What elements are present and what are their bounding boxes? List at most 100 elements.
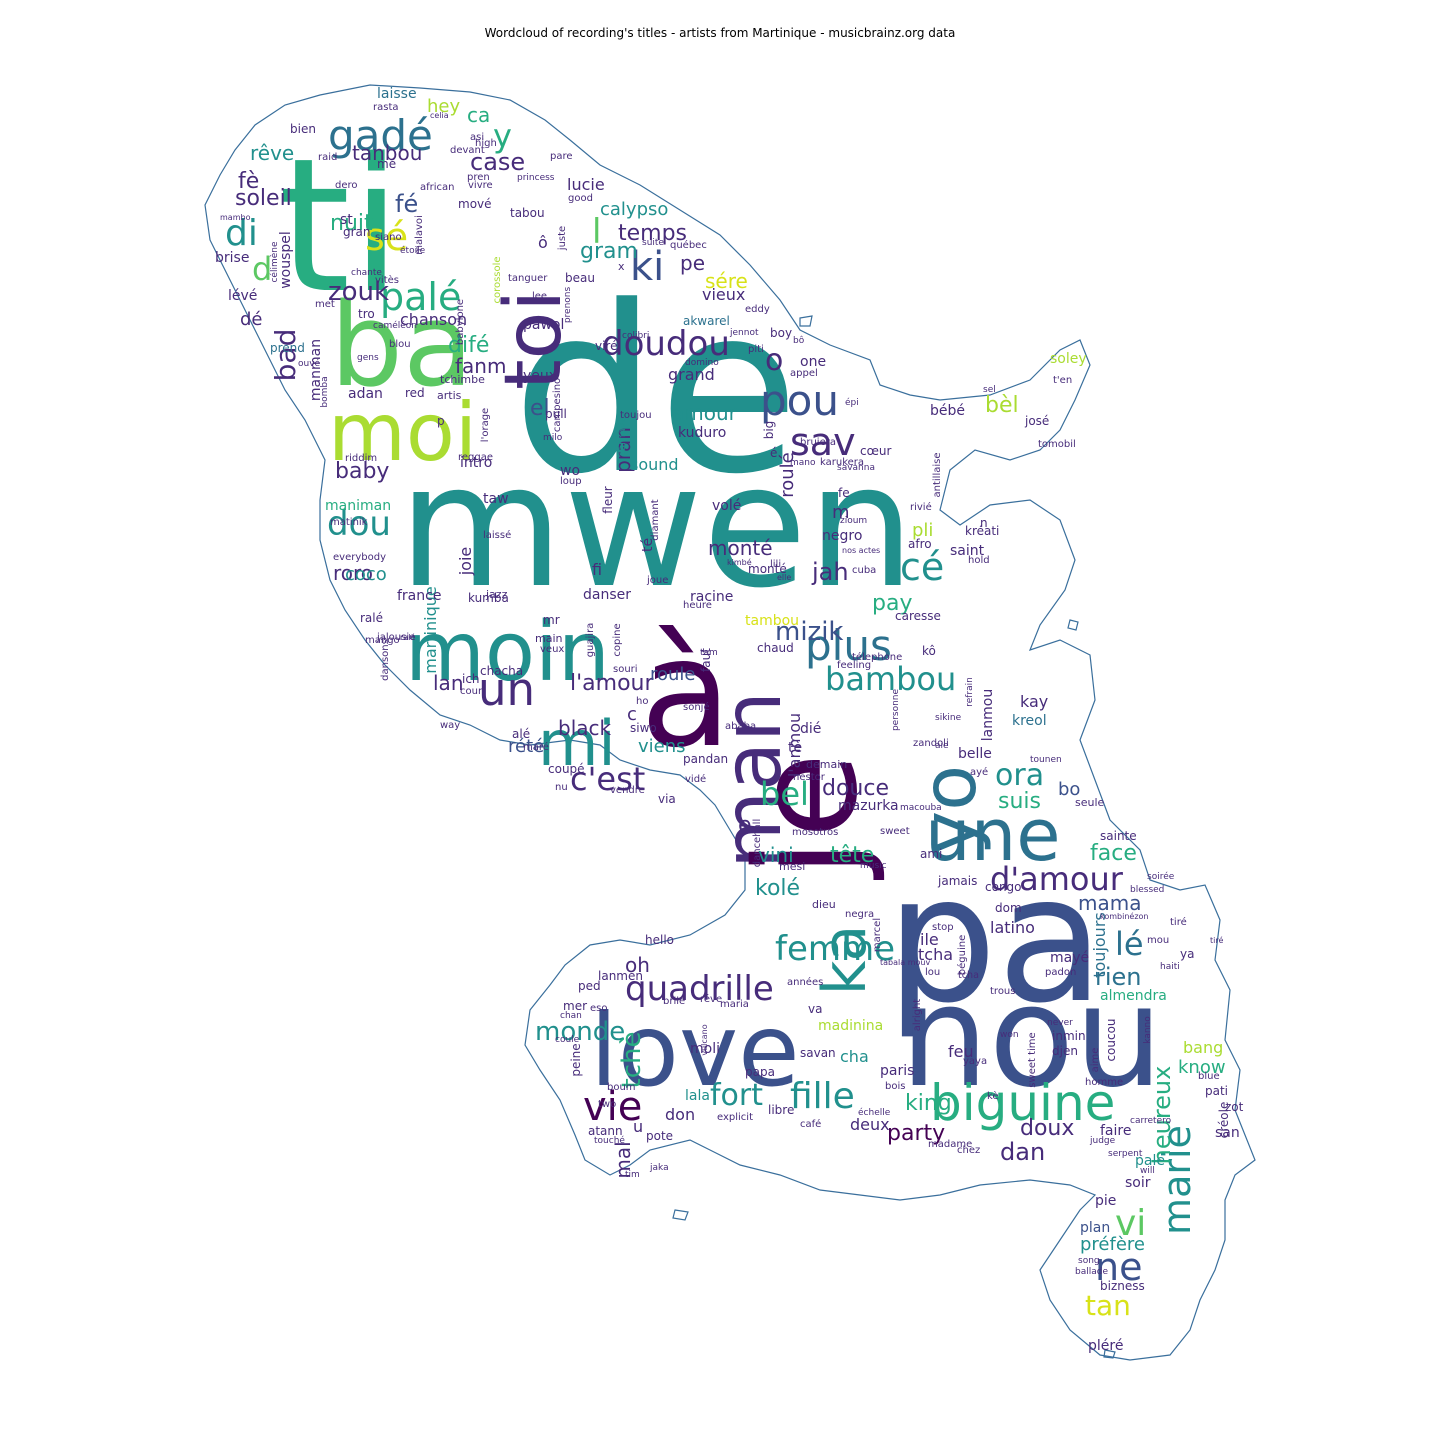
word-c-ur: cœur (860, 444, 891, 458)
word-épi: épi (845, 397, 859, 408)
word-kay: kay (1020, 692, 1048, 711)
word-une: une (925, 793, 1061, 877)
word-l-orage: l'orage (480, 408, 491, 442)
islet-outline (799, 315, 813, 327)
word-cuba: cuba (852, 565, 876, 576)
word-jah: jah (811, 558, 849, 586)
word-x: x (618, 260, 625, 273)
word-hello: hello (645, 933, 674, 947)
word-kimbé: kimbé (727, 557, 752, 567)
word-un: un (478, 663, 535, 716)
word-yeux: yeux (523, 368, 557, 384)
word-case: case (470, 148, 525, 176)
word-face: face (1090, 841, 1137, 866)
word-mer: mer (563, 999, 587, 1013)
word-soir: soir (1125, 1175, 1151, 1191)
word-ca: ca (467, 103, 490, 127)
word-amour: amour (672, 401, 738, 425)
word-vendre: vendre (610, 785, 645, 796)
word-dou: dou (327, 504, 391, 544)
word-haiti: haiti (1160, 962, 1180, 972)
word-appel: appel (790, 368, 818, 379)
word-kreol: kreol (1012, 713, 1047, 729)
word-tiré: tiré (1170, 916, 1187, 928)
word-béguine: béguine (956, 935, 968, 975)
word-personne: personne (891, 688, 901, 731)
word-biguine: biguine (930, 1074, 1115, 1132)
word-maniman: maniman (325, 498, 391, 514)
word-monde: monde (535, 1017, 625, 1047)
word-cha: cha (840, 1047, 869, 1066)
word-fleur: fleur (601, 486, 615, 514)
word-calypso: calypso (600, 199, 668, 220)
word-coule: coule (555, 1035, 580, 1045)
word-el: el (530, 396, 550, 421)
word-ralé: ralé (400, 632, 415, 642)
word-martinique: martinique (421, 586, 440, 673)
word-pou: pou (760, 376, 839, 425)
word-mano: mano (790, 458, 816, 468)
word-nos-actes: nos actes (842, 546, 880, 555)
word-y: y (493, 117, 512, 155)
word-gens: gens (357, 353, 379, 363)
word-celia: celia (430, 111, 449, 120)
word-seule: seule (1075, 796, 1105, 809)
word-party: party (887, 1121, 945, 1146)
word-diamant: diamant (650, 499, 661, 540)
word-chaud: chaud (757, 641, 794, 655)
word-love: love (590, 992, 800, 1109)
word-lévé: lévé (228, 288, 257, 304)
word-gran: gran (343, 225, 371, 239)
word-vidé: vidé (685, 773, 706, 785)
word-mové: mové (458, 197, 492, 211)
word-t-en: t'en (1053, 375, 1072, 386)
word-cour: cour (460, 686, 483, 697)
word-kumba: kumba (468, 591, 509, 605)
word-tambou: tambou (745, 613, 799, 629)
word-corossole: corossole (492, 256, 503, 303)
word-lee: lee (532, 291, 547, 302)
word-je: je (726, 752, 889, 880)
word-va: va (808, 1002, 822, 1016)
word-plus: plus (805, 621, 892, 670)
word-bel: bel (760, 775, 809, 813)
word-intro: intro (460, 455, 492, 471)
word-adan: adan (348, 386, 383, 402)
word-tcha: tcha (958, 970, 979, 981)
word-atann: atann (588, 1124, 623, 1138)
word-préfère: préfère (1080, 1234, 1145, 1255)
word-deux: deux (850, 1115, 890, 1134)
word-mango: mango (365, 635, 400, 646)
word-sav: sav (790, 420, 856, 464)
word-gram: gram (580, 239, 638, 264)
word-vi: vi (1115, 1203, 1146, 1244)
island-outline-path (204, 84, 1256, 1361)
word-ya: ya (1180, 947, 1194, 961)
word-matinik: matinik (330, 517, 368, 528)
word-nuit: nuit (330, 211, 373, 236)
word-fanm: fanm (455, 354, 506, 378)
word-madame: madame (928, 1139, 972, 1150)
word-riddim: riddim (345, 453, 377, 464)
word-manman: manman (308, 339, 324, 401)
word-malavoi: malavoi (414, 215, 425, 255)
word-sikine: sikine (935, 713, 962, 723)
word-sainte: sainte (1100, 829, 1137, 843)
word-vie: vie (583, 1084, 642, 1130)
word-sonjé: sonjé (683, 701, 710, 713)
word-devant: devant (450, 145, 485, 156)
word-tro: tro (358, 307, 375, 321)
word-pay: pay (872, 591, 912, 616)
word-racine: racine (690, 589, 733, 605)
word-faire: faire (1100, 1123, 1131, 1139)
word-sweet: sweet (880, 826, 910, 837)
word-alright: alright (912, 999, 923, 1031)
word-copine: copine (612, 623, 623, 656)
word-hey: hey (427, 96, 460, 117)
word-tan: tan (1085, 1289, 1131, 1322)
word-vivre: vivre (468, 180, 493, 191)
word-créole: créole (1217, 1102, 1231, 1139)
word-brilé: brilé (663, 995, 685, 1007)
word-mr: mr (543, 613, 560, 627)
word-ami: ami (920, 847, 942, 861)
